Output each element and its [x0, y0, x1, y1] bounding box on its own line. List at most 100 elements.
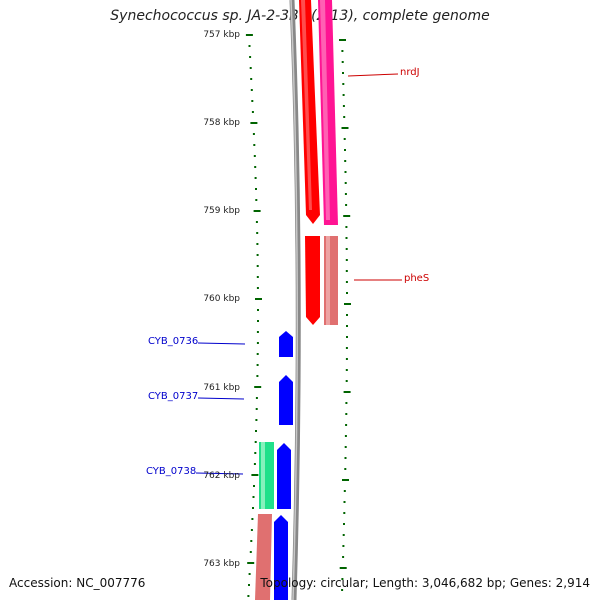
gene-salmon-lower[interactable] — [255, 514, 272, 600]
ruler-tick-right — [344, 457, 347, 459]
ruler-tick-left — [249, 67, 252, 69]
ruler-tick-left — [254, 177, 257, 179]
ruler-tick-right — [343, 523, 345, 525]
ruler-tick-right — [339, 567, 347, 569]
gene-blue-cyb0737[interactable] — [279, 375, 293, 425]
ruler-tick-left — [254, 386, 262, 388]
ruler-tick-left — [253, 463, 256, 465]
tick-marks-right — [339, 39, 351, 591]
gene-label-cyb0737[interactable]: CYB_0737 — [148, 391, 199, 402]
ruler-tick-right — [342, 72, 344, 74]
ruler-tick-left — [250, 78, 253, 80]
ruler-tick-right — [345, 281, 348, 283]
genome-info-text: Topology: circular; Length: 3,046,682 bp… — [260, 576, 590, 590]
ruler-tick-right — [344, 303, 351, 305]
ruler-tick-left — [255, 419, 258, 421]
ruler-tick-right — [345, 259, 348, 261]
ruler-tick-right — [341, 589, 344, 591]
tick-marks-left — [245, 34, 262, 597]
ruler-tick-right — [345, 402, 348, 404]
gene-green-shine — [261, 442, 265, 509]
ruler-tick-left — [250, 122, 258, 124]
ruler-tick-left — [249, 56, 252, 58]
ruler-tick-right — [343, 391, 351, 393]
ruler-tick-right — [345, 413, 348, 415]
ruler-tick-left — [256, 265, 259, 267]
ruler-tick-left — [245, 34, 253, 36]
ruler-tick-right — [341, 578, 344, 580]
ruler-tick-right — [339, 39, 346, 41]
ruler-tick-left — [251, 518, 254, 520]
ruler-tick-left — [250, 529, 253, 531]
gene-blue-cyb0738[interactable] — [277, 443, 291, 509]
gene-red-segment-2[interactable] — [305, 236, 320, 325]
ruler-tick-left — [255, 397, 258, 399]
ruler-tick-right — [343, 490, 346, 492]
ruler-tick-left — [254, 452, 257, 454]
ruler-tick-right — [342, 479, 349, 481]
ruler-tick-left — [256, 353, 259, 355]
ruler-tick-right — [345, 237, 348, 239]
ruler-tick-left — [256, 375, 259, 377]
ruler-tick-left — [248, 45, 251, 47]
ruler-tick-right — [345, 347, 348, 349]
ruler-tick-right — [345, 248, 348, 250]
ruler-tick-right — [342, 105, 345, 107]
tick-label-760kbp: 760 kbp — [203, 294, 240, 304]
ruler-tick-left — [252, 133, 255, 135]
accession-text: Accession: NC_007776 — [9, 576, 146, 590]
ruler-tick-left — [256, 232, 259, 234]
ruler-tick-left — [255, 298, 262, 300]
ruler-tick-right — [343, 501, 346, 503]
ruler-tick-left — [255, 221, 258, 223]
gene-label-nrdj[interactable]: nrdJ — [400, 67, 420, 78]
gene-red-segment-1-shine — [301, 0, 312, 210]
ruler-tick-left — [255, 188, 257, 190]
ruler-tick-left — [251, 100, 254, 102]
ruler-tick-left — [255, 408, 258, 410]
ruler-tick-right — [343, 512, 346, 514]
ruler-tick-right — [345, 226, 348, 228]
ruler-tick-left — [251, 111, 254, 113]
ruler-tick-right — [344, 149, 346, 151]
gene-blue-cyb0736[interactable] — [279, 331, 293, 357]
ruler-tick-left — [252, 507, 254, 509]
ruler-tick-left — [254, 166, 257, 168]
ruler-tick-left — [256, 243, 259, 245]
ruler-tick-left — [253, 144, 256, 146]
gene-label-phes[interactable]: pheS — [404, 273, 430, 284]
ruler-tick-right — [345, 358, 348, 360]
ruler-tick-left — [250, 89, 253, 91]
gene-blue-lower[interactable] — [274, 515, 288, 600]
gene-label-cyb0736[interactable]: CYB_0736 — [148, 336, 199, 347]
ruler-tick-right — [346, 336, 348, 338]
genome-backbone — [289, 0, 301, 600]
tick-label-763kbp: 763 kbp — [203, 559, 240, 569]
gene-label-cyb0738[interactable]: CYB_0738 — [146, 466, 197, 477]
ruler-tick-left — [257, 320, 259, 322]
gene-pink-nrdj-shine — [320, 0, 330, 220]
ruler-tick-right — [345, 369, 348, 371]
ruler-tick-left — [251, 474, 259, 476]
ruler-tick-right — [343, 138, 346, 140]
ruler-tick-left — [256, 287, 259, 289]
nrdj-connector — [347, 73, 399, 77]
ruler-tick-right — [346, 292, 348, 294]
ruler-tick-right — [344, 171, 347, 173]
ruler-tick-right — [344, 182, 347, 184]
ruler-tick-left — [247, 595, 250, 597]
ruler-tick-left — [256, 364, 259, 366]
ruler-tick-right — [343, 215, 351, 217]
gene-salmon-phes-shine — [326, 236, 330, 325]
ruler-tick-right — [343, 116, 346, 118]
ruler-tick-right — [344, 468, 347, 470]
tick-label-762kbp: 762 kbp — [203, 471, 240, 481]
ruler-tick-left — [252, 496, 255, 498]
ruler-tick-left — [255, 199, 258, 201]
ruler-tick-right — [345, 380, 348, 382]
ruler-tick-right — [341, 127, 349, 129]
ruler-tick-right — [344, 446, 347, 448]
ruler-tick-right — [342, 94, 345, 96]
